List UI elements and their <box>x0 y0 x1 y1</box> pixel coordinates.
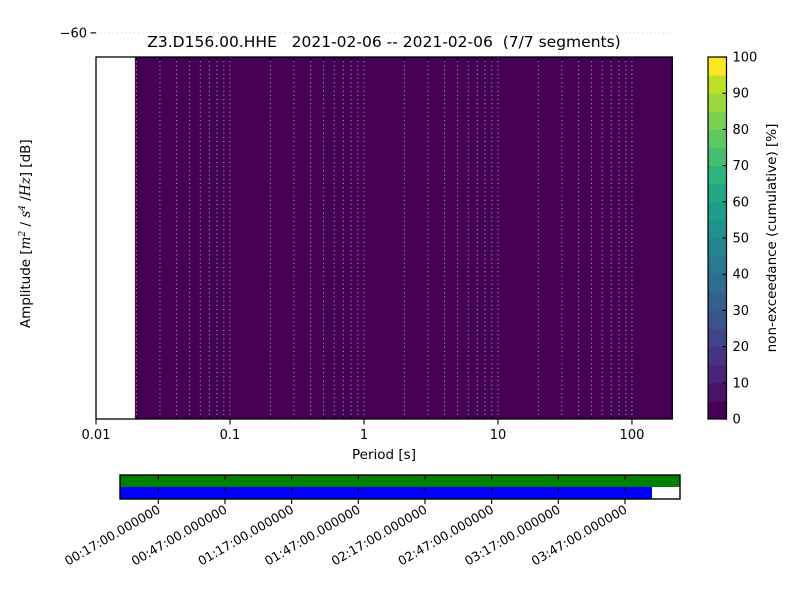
ppsd-heatmap <box>134 57 673 419</box>
coverage-gap <box>652 487 680 499</box>
chart-title: Z3.D156.00.HHE 2021-02-06 -- 2021-02-06 … <box>147 33 620 51</box>
x-tick-label: 0.01 <box>82 428 111 443</box>
colorbar-tick-label: 30 <box>733 304 750 319</box>
x-tick-label: 100 <box>620 428 645 443</box>
x-tick-label: 10 <box>490 428 507 443</box>
x-axis-label: Period [s] <box>352 447 416 463</box>
coverage-green-band <box>120 475 680 487</box>
axes-frame: 0.010.1110100−60−80−100−120−140−160−180−… <box>60 26 673 443</box>
colorbar-tick-label: 100 <box>733 51 758 66</box>
coverage-data-band <box>120 487 652 499</box>
colorbar-tick-label: 70 <box>733 159 750 174</box>
colorbar-tick-label: 0 <box>733 413 741 428</box>
colorbar-tick-label: 50 <box>733 232 750 247</box>
colorbar-tick-label: 90 <box>733 87 750 102</box>
colorbar-tick-label: 60 <box>733 195 750 210</box>
y-tick-label: −60 <box>60 26 87 41</box>
colorbar-tick-label: 10 <box>733 376 750 391</box>
coverage-bar: 00:17:00.00000000:47:00.00000001:17:00.0… <box>62 474 681 569</box>
x-tick-label: 1 <box>360 428 368 443</box>
x-tick-label: 0.1 <box>220 428 241 443</box>
colorbar-label: non-exceedance (cumulative) [%] <box>764 124 780 353</box>
ppsd-chart-layer: 0.010.1110100−60−80−100−120−140−160−180−… <box>60 26 758 569</box>
colorbar-tick-label: 40 <box>733 268 750 283</box>
grid-lines <box>96 32 673 419</box>
y-axis-label: Amplitude [m2 / s4 /Hz] [dB] <box>18 126 34 349</box>
colorbar: 0 10 20 30 40 50 60 70 80 90 100 <box>707 51 758 428</box>
colorbar-tick-label: 20 <box>733 340 750 355</box>
colorbar-tick-label: 80 <box>733 123 750 138</box>
